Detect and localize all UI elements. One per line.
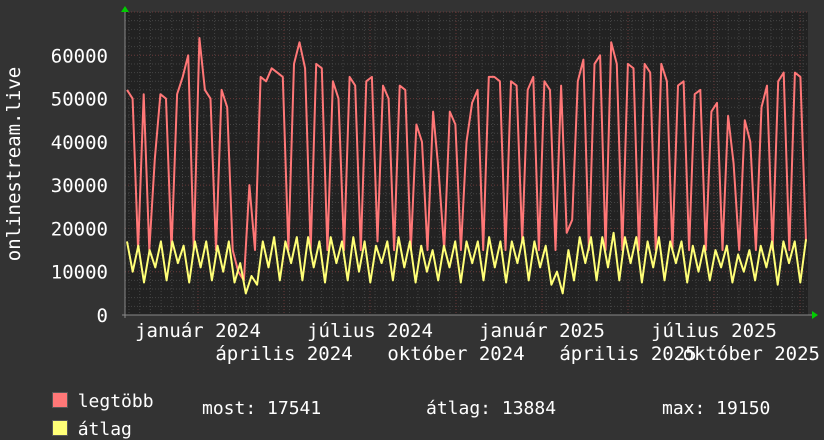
legend-swatch-avg <box>51 420 68 436</box>
legend-row-avg: átlag <box>30 398 132 440</box>
y-axis-label: onlinestream.live <box>3 67 25 261</box>
y-tick-label: 40000 <box>51 132 108 154</box>
series-line-1 <box>126 231 807 295</box>
y-tick-label: 0 <box>97 305 108 327</box>
x-axis-arrow <box>812 311 818 319</box>
legend-swatch-max <box>51 392 68 408</box>
x-tick-label: április 2025 <box>559 343 696 365</box>
series-lines <box>126 37 807 295</box>
x-tick-label: január 2024 <box>135 320 261 342</box>
y-tick-label: 30000 <box>51 175 108 197</box>
x-tick-label: október 2024 <box>387 343 524 365</box>
chart: 0 10000 20000 30000 40000 50000 60000 január 2… <box>3 6 820 365</box>
stat-max: max: 19150 <box>662 398 771 419</box>
y-tick-label: 50000 <box>51 89 108 111</box>
plot-background <box>125 12 808 315</box>
series-line-0 <box>126 37 807 282</box>
stat-avg: átlag: 13884 <box>426 398 557 419</box>
y-tick-label: 20000 <box>51 218 108 240</box>
y-axis: 0 10000 20000 30000 40000 50000 60000 <box>51 45 108 327</box>
x-tick-label: január 2025 <box>479 320 605 342</box>
y-tick-label: 10000 <box>51 262 108 284</box>
x-tick-label: július 2025 <box>651 320 777 342</box>
x-tick-label: április 2024 <box>215 343 352 365</box>
legend-label: legtöbb <box>77 391 154 412</box>
legend-row-max: legtöbb <box>30 370 154 412</box>
y-tick-label: 60000 <box>51 45 108 67</box>
stat-most: most: 17541 <box>202 398 322 419</box>
x-tick-label: július 2024 <box>307 320 433 342</box>
y-axis-arrow <box>121 6 129 12</box>
x-tick-label: október 2025 <box>683 343 820 365</box>
